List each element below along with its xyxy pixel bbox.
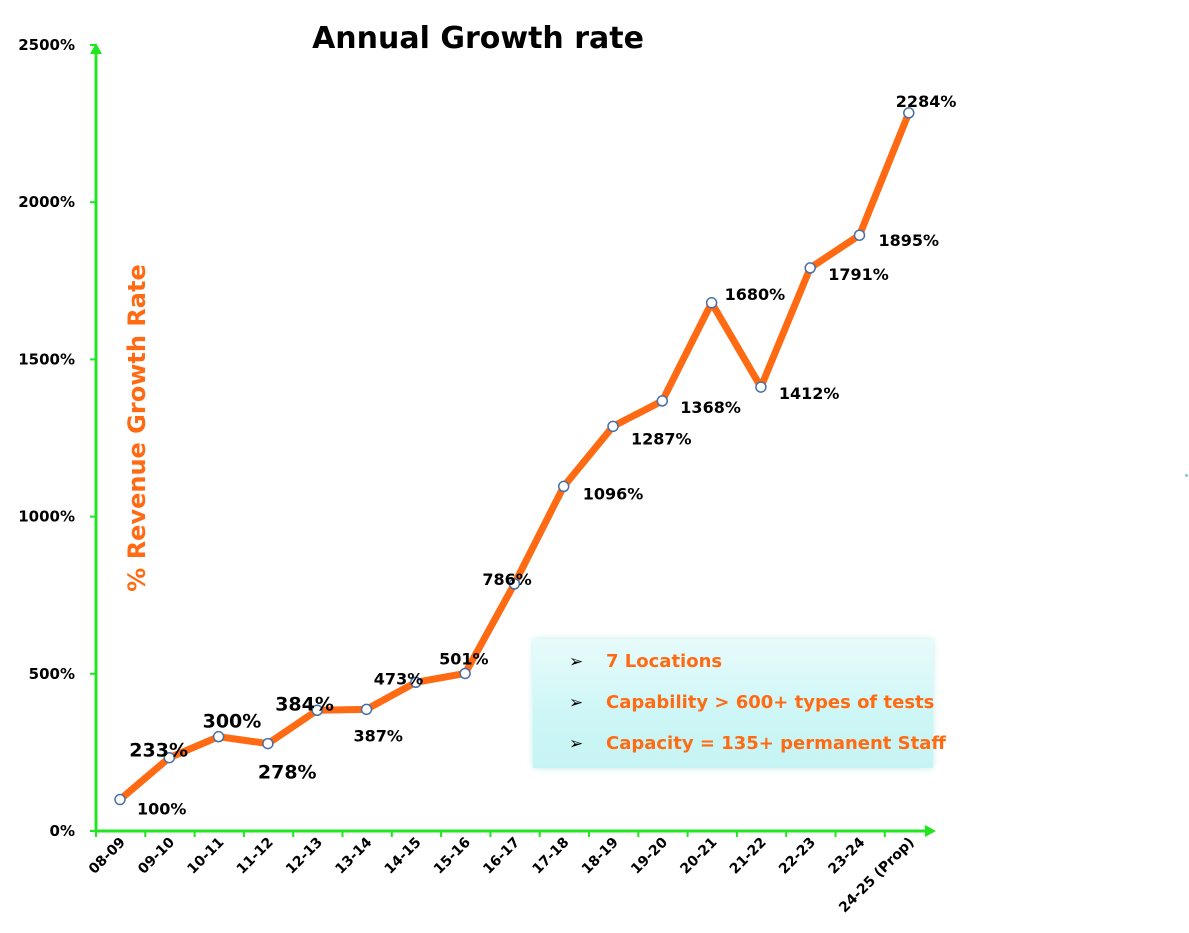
data-label: 786%	[482, 570, 531, 589]
data-point	[903, 107, 915, 119]
data-label: 1895%	[879, 231, 940, 250]
arrow-bullet-icon: ➢	[569, 692, 584, 713]
data-label: 1096%	[583, 484, 644, 503]
axes	[90, 43, 936, 837]
y-tick-label: 1500%	[18, 350, 75, 368]
y-axis-ticks: 0% 500% 1000% 1500% 2000% 2500%	[18, 36, 96, 840]
data-point	[557, 480, 570, 493]
data-labels: 100% 233% 300% 278% 384% 387% 473% 501% 786% 1096…	[129, 92, 956, 819]
x-tick-label: 16-17	[480, 835, 523, 878]
y-tick-label: 1000%	[18, 508, 75, 526]
x-tick-label: 11-12	[234, 835, 277, 878]
x-axis-arrow-icon	[925, 825, 936, 837]
data-point	[262, 737, 274, 750]
data-point	[705, 297, 718, 309]
x-tick-label: 12-13	[283, 835, 326, 878]
info-item-text: 7 Locations	[606, 651, 723, 672]
data-point	[311, 704, 323, 717]
data-label: 1368%	[680, 398, 741, 417]
data-label: 501%	[439, 649, 488, 668]
y-tick-label: 2500%	[18, 36, 75, 54]
info-item-text: Capability > 600+ types of tests	[606, 692, 935, 713]
y-axis-label: % Revenue Growth Rate	[123, 264, 151, 591]
x-tick-label: 18-19	[579, 835, 622, 878]
data-point	[607, 420, 619, 433]
y-tick-label: 500%	[29, 665, 75, 683]
data-label: 1412%	[779, 384, 840, 403]
x-tick-label: 08-09	[86, 835, 129, 878]
x-tick-label: 13-14	[332, 834, 375, 877]
data-point	[508, 578, 521, 590]
info-item-locations: ➢ 7 Locations	[569, 651, 722, 672]
data-label: 1287%	[631, 429, 692, 448]
x-tick-label: 10-11	[184, 835, 227, 878]
x-tick-label: 14-15	[382, 835, 425, 878]
y-tick-label: 2000%	[18, 193, 75, 211]
data-label: 473%	[374, 669, 423, 688]
data-point	[853, 229, 866, 241]
x-axis-ticks: 08-09 09-10 10-11 11-12 12-13 13-14 14-15 15-16…	[86, 831, 918, 916]
x-tick-label: 21-22	[727, 835, 770, 878]
growth-series	[114, 107, 915, 806]
x-tick-label: 17-18	[530, 835, 573, 878]
data-point	[656, 395, 669, 407]
info-item-text: Capacity = 135+ permanent Staff	[606, 733, 946, 754]
x-tick-label: 20-21	[677, 835, 720, 878]
stray-dot	[1185, 474, 1188, 477]
x-tick-label: 23-24	[825, 834, 868, 877]
data-label: 387%	[354, 726, 403, 745]
data-point	[755, 381, 767, 393]
data-label: 1791%	[828, 265, 889, 284]
y-tick-label: 0%	[50, 822, 75, 840]
x-tick-label: 19-20	[628, 834, 671, 877]
info-item-capacity: ➢ Capacity = 135+ permanent Staff	[569, 733, 946, 754]
data-point	[410, 676, 422, 689]
data-label: 384%	[275, 693, 334, 715]
chart-title: Annual Growth rate	[312, 21, 644, 56]
data-point	[804, 262, 816, 274]
x-tick-label: 09-10	[135, 834, 178, 877]
x-tick-label: 15-16	[431, 835, 474, 878]
info-box: ➢ 7 Locations ➢ Capability > 600+ types …	[533, 639, 946, 768]
data-label: 2284%	[896, 92, 957, 111]
data-point	[459, 667, 471, 680]
data-label: 278%	[258, 762, 317, 784]
y-axis-arrow-icon	[90, 43, 102, 54]
data-point	[212, 730, 225, 743]
data-point	[163, 751, 176, 764]
arrow-bullet-icon: ➢	[569, 651, 584, 672]
data-point	[360, 703, 373, 716]
arrow-bullet-icon: ➢	[569, 733, 584, 754]
data-point	[114, 793, 126, 806]
info-item-capability: ➢ Capability > 600+ types of tests	[569, 692, 934, 713]
data-label: 1680%	[725, 285, 786, 304]
data-label: 300%	[203, 711, 262, 733]
x-tick-label: 22-23	[776, 835, 819, 878]
data-label: 100%	[137, 800, 186, 819]
data-label: 233%	[129, 740, 188, 762]
